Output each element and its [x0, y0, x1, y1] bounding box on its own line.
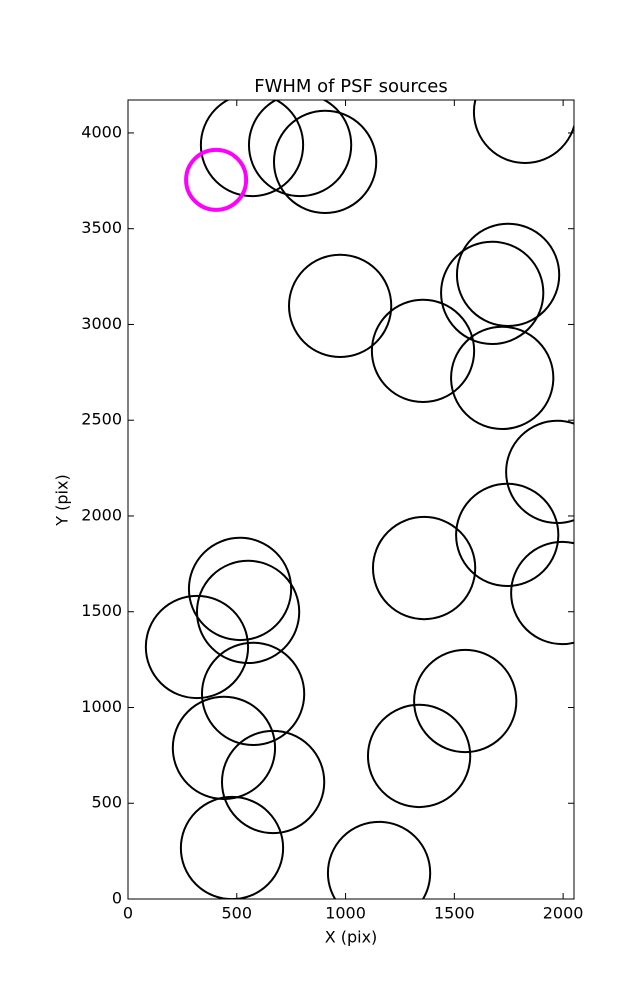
x-tick-label: 1000 — [325, 904, 366, 923]
y-tick-label: 1000 — [81, 697, 122, 716]
x-tick-label: 2000 — [543, 904, 584, 923]
x-tick-label: 0 — [123, 904, 133, 923]
psf-circle — [455, 482, 560, 588]
y-axis-label: Y (pix) — [53, 474, 72, 526]
axes-frame — [127, 99, 575, 900]
psf-circle — [247, 100, 353, 198]
psf-circle — [440, 240, 545, 345]
y-tick-label: 0 — [112, 889, 122, 908]
x-tick-label: 500 — [222, 904, 253, 923]
y-tick-label: 500 — [91, 793, 122, 812]
y-tick-label: 2000 — [81, 505, 122, 524]
psf-circle — [326, 820, 432, 899]
y-tick-label: 1500 — [81, 601, 122, 620]
x-tick-label: 1500 — [434, 904, 475, 923]
psf-circle — [370, 298, 476, 404]
y-tick-label: 4000 — [81, 122, 122, 141]
psf-circle — [220, 729, 326, 835]
x-axis-label: X (pix) — [325, 928, 378, 947]
psf-circle — [200, 641, 306, 747]
psf-circle — [455, 222, 561, 327]
y-tick-label: 3000 — [81, 314, 122, 333]
y-tick-label: 3500 — [81, 218, 122, 237]
psf-circle — [510, 540, 574, 646]
plot-area — [144, 100, 574, 899]
psf-circle — [199, 100, 305, 198]
psf-circle — [366, 703, 472, 809]
psf-circle — [272, 109, 378, 214]
psf-circle — [195, 559, 301, 665]
psf-circle — [413, 648, 518, 754]
y-tick-label: 2500 — [81, 410, 122, 429]
psf-circle — [450, 325, 555, 431]
psf-circle — [371, 515, 477, 621]
psf-circle — [184, 147, 249, 212]
psf-circle — [144, 594, 250, 700]
psf-circle — [472, 100, 574, 164]
chart-title: FWHM of PSF sources — [254, 76, 448, 97]
psf-circle — [179, 795, 285, 899]
psf-circle — [187, 536, 293, 642]
psf-circle — [287, 253, 393, 359]
